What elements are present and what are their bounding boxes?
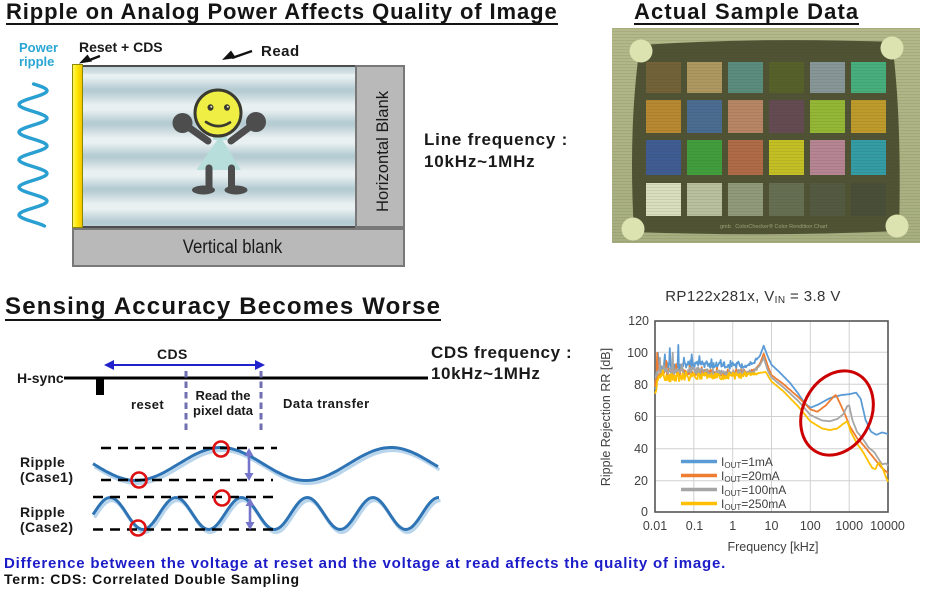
svg-text:1: 1: [729, 519, 736, 533]
svg-text:120: 120: [628, 314, 649, 328]
svg-text:10000: 10000: [870, 519, 905, 533]
svg-text:IOUT=20mA: IOUT=20mA: [721, 469, 780, 484]
svg-text:100: 100: [800, 519, 821, 533]
svg-text:1000: 1000: [835, 519, 863, 533]
svg-text:0.1: 0.1: [686, 519, 703, 533]
svg-text:RP122x281x, VIN = 3.8 V: RP122x281x, VIN = 3.8 V: [665, 288, 841, 306]
svg-text:gmb ColorChecker® Color Rend: gmb ColorChecker® Color Rendition Chart: [720, 223, 828, 230]
svg-text:80: 80: [634, 378, 648, 392]
svg-text:Frequency [kHz]: Frequency [kHz]: [727, 540, 818, 554]
svg-text:20: 20: [634, 474, 648, 488]
svg-text:Ripple Rejection RR [dB]: Ripple Rejection RR [dB]: [599, 348, 613, 486]
svg-text:60: 60: [634, 410, 648, 424]
svg-text:IOUT=250mA: IOUT=250mA: [721, 497, 786, 512]
svg-text:10: 10: [765, 519, 779, 533]
svg-text:0: 0: [641, 505, 648, 519]
svg-text:0.01: 0.01: [643, 519, 667, 533]
svg-text:100: 100: [627, 346, 648, 360]
svg-text:IOUT=1mA: IOUT=1mA: [721, 455, 773, 470]
svg-text:40: 40: [634, 442, 648, 456]
svg-text:IOUT=100mA: IOUT=100mA: [721, 483, 786, 498]
